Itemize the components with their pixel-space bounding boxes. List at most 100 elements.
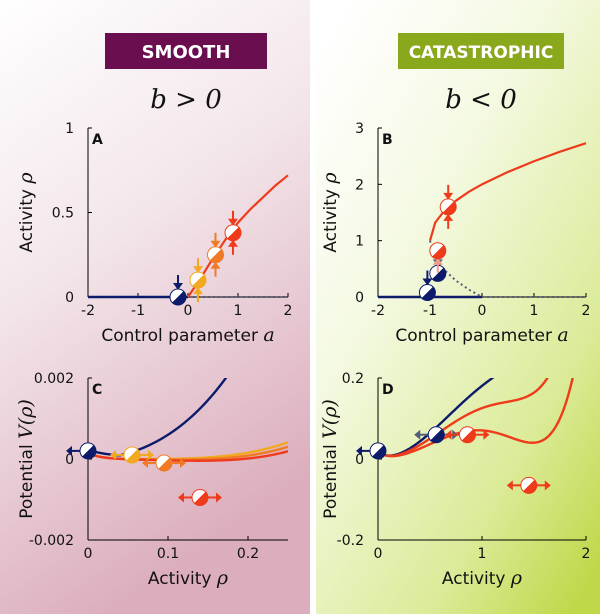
y-tick-label: -0.2 <box>337 533 364 549</box>
x-tick-label: -1 <box>423 303 437 319</box>
state-marker <box>207 246 224 264</box>
x-tick-label: 2 <box>582 303 591 319</box>
state-marker <box>418 283 436 301</box>
arrow-right-head <box>483 429 490 440</box>
smooth-condition: b > 0 <box>150 85 222 115</box>
panel-d: 0 1 2 -0.2 0 0.2 D Activity ρ Potential V(ρ) <box>319 371 591 589</box>
y-tick-label: 3 <box>355 121 364 137</box>
arrow-left-head <box>506 480 513 491</box>
state-marker <box>520 476 538 494</box>
state-marker <box>79 442 97 460</box>
state-marker <box>458 426 476 444</box>
arrow-left-head <box>445 429 452 440</box>
x-tick-label: 0 <box>374 546 383 562</box>
x-tick-label: 0.1 <box>157 546 179 562</box>
arrow-left-head <box>178 492 184 503</box>
x-axis-label: Control parameter a <box>101 324 274 346</box>
y-tick-label: 0 <box>65 452 74 468</box>
arrow-up-head <box>210 261 221 269</box>
series-line-stable-branch <box>187 174 289 298</box>
arrow-right-head <box>544 480 551 491</box>
arrow-down-head <box>422 278 433 286</box>
smooth-background <box>0 0 310 614</box>
y-tick-label: -0.002 <box>29 533 74 549</box>
state-marker <box>224 224 242 242</box>
panel-a: -2 -1 0 1 2 0 0.5 1 A Control parameter a Activity… <box>15 121 292 346</box>
state-marker <box>155 454 173 472</box>
arrow-up-head <box>432 257 443 265</box>
panel-b: -2 -1 0 1 2 0 1 2 3 B Control parameter a Activity … <box>319 121 590 346</box>
y-tick-label: 1 <box>355 234 364 250</box>
potential-curve <box>378 378 495 457</box>
x-axis-label: Activity ρ <box>148 567 229 589</box>
panel-c: 0 0.1 0.2 -0.002 0 0.002 C Activity ρ Potential … <box>15 371 288 589</box>
x-tick-label: 0.2 <box>237 546 259 562</box>
x-tick-label: 1 <box>234 303 243 319</box>
x-tick-label: 0 <box>478 303 487 319</box>
y-tick-label: 0.5 <box>52 206 74 222</box>
y-tick-label: 2 <box>355 177 364 193</box>
potential-curve <box>378 378 549 458</box>
arrow-right-head <box>180 458 186 469</box>
arrow-right-head <box>148 449 154 460</box>
x-tick-label: 2 <box>582 546 591 562</box>
arrow-down-head <box>210 240 221 248</box>
panel-letter: D <box>382 382 394 398</box>
panel-letter: C <box>92 382 102 398</box>
state-marker <box>189 271 207 289</box>
state-marker <box>123 446 141 464</box>
x-axis-label: Control parameter a <box>395 324 568 346</box>
x-tick-label: 1 <box>478 546 487 562</box>
x-tick-label: 2 <box>284 303 293 319</box>
state-marker <box>191 488 209 506</box>
x-tick-label: 1 <box>530 303 539 319</box>
y-tick-label: 0.2 <box>342 371 364 387</box>
y-axis-label: Potential V(ρ) <box>15 399 37 519</box>
catastrophic-header <box>398 33 564 69</box>
y-tick-label: 1 <box>65 121 74 137</box>
arrow-down-head <box>193 266 203 274</box>
y-tick-label: 0 <box>355 452 364 468</box>
x-tick-label: -2 <box>371 303 385 319</box>
arrow-left-head <box>356 445 362 456</box>
potential-curve <box>378 378 574 458</box>
x-axis-label: Activity ρ <box>442 567 523 589</box>
arrow-down-head <box>228 218 238 226</box>
catastrophic-header-label: CATASTROPHIC <box>409 43 554 63</box>
y-tick-label: 0 <box>65 290 74 306</box>
panel-letter: A <box>92 132 103 148</box>
x-tick-label: 0 <box>184 303 193 319</box>
arrow-up-head <box>193 287 203 295</box>
x-tick-label: -1 <box>131 303 145 319</box>
catastrophic-background <box>316 0 600 614</box>
smooth-header <box>105 33 267 69</box>
arrow-left-head <box>66 445 72 456</box>
series-line-stable-branch <box>428 142 587 241</box>
y-tick-label: 0 <box>355 290 364 306</box>
smooth-header-label: SMOOTH <box>142 42 231 63</box>
state-marker <box>369 442 387 460</box>
arrow-left-head <box>142 458 148 469</box>
panel-letter: B <box>382 132 393 148</box>
x-tick-label: 0 <box>84 546 93 562</box>
arrow-up-head <box>443 213 454 221</box>
arrow-down-head <box>173 283 183 290</box>
state-marker <box>429 242 447 260</box>
y-axis-label: Activity ρ <box>319 172 341 253</box>
x-tick-label: -2 <box>81 303 95 319</box>
catastrophic-condition: b < 0 <box>445 85 517 115</box>
arrow-right-head <box>216 492 222 503</box>
arrow-down-head <box>443 192 454 200</box>
arrow-left-head <box>110 449 116 460</box>
arrow-left-head <box>414 429 421 440</box>
state-marker <box>169 288 187 306</box>
state-marker <box>427 426 445 444</box>
y-axis-label: Potential V(ρ) <box>319 399 341 519</box>
y-axis-label: Activity ρ <box>15 172 37 253</box>
potential-curve <box>88 450 288 462</box>
arrow-up-head <box>228 239 238 247</box>
plot-area <box>378 378 574 458</box>
y-tick-label: 0.002 <box>34 371 74 387</box>
